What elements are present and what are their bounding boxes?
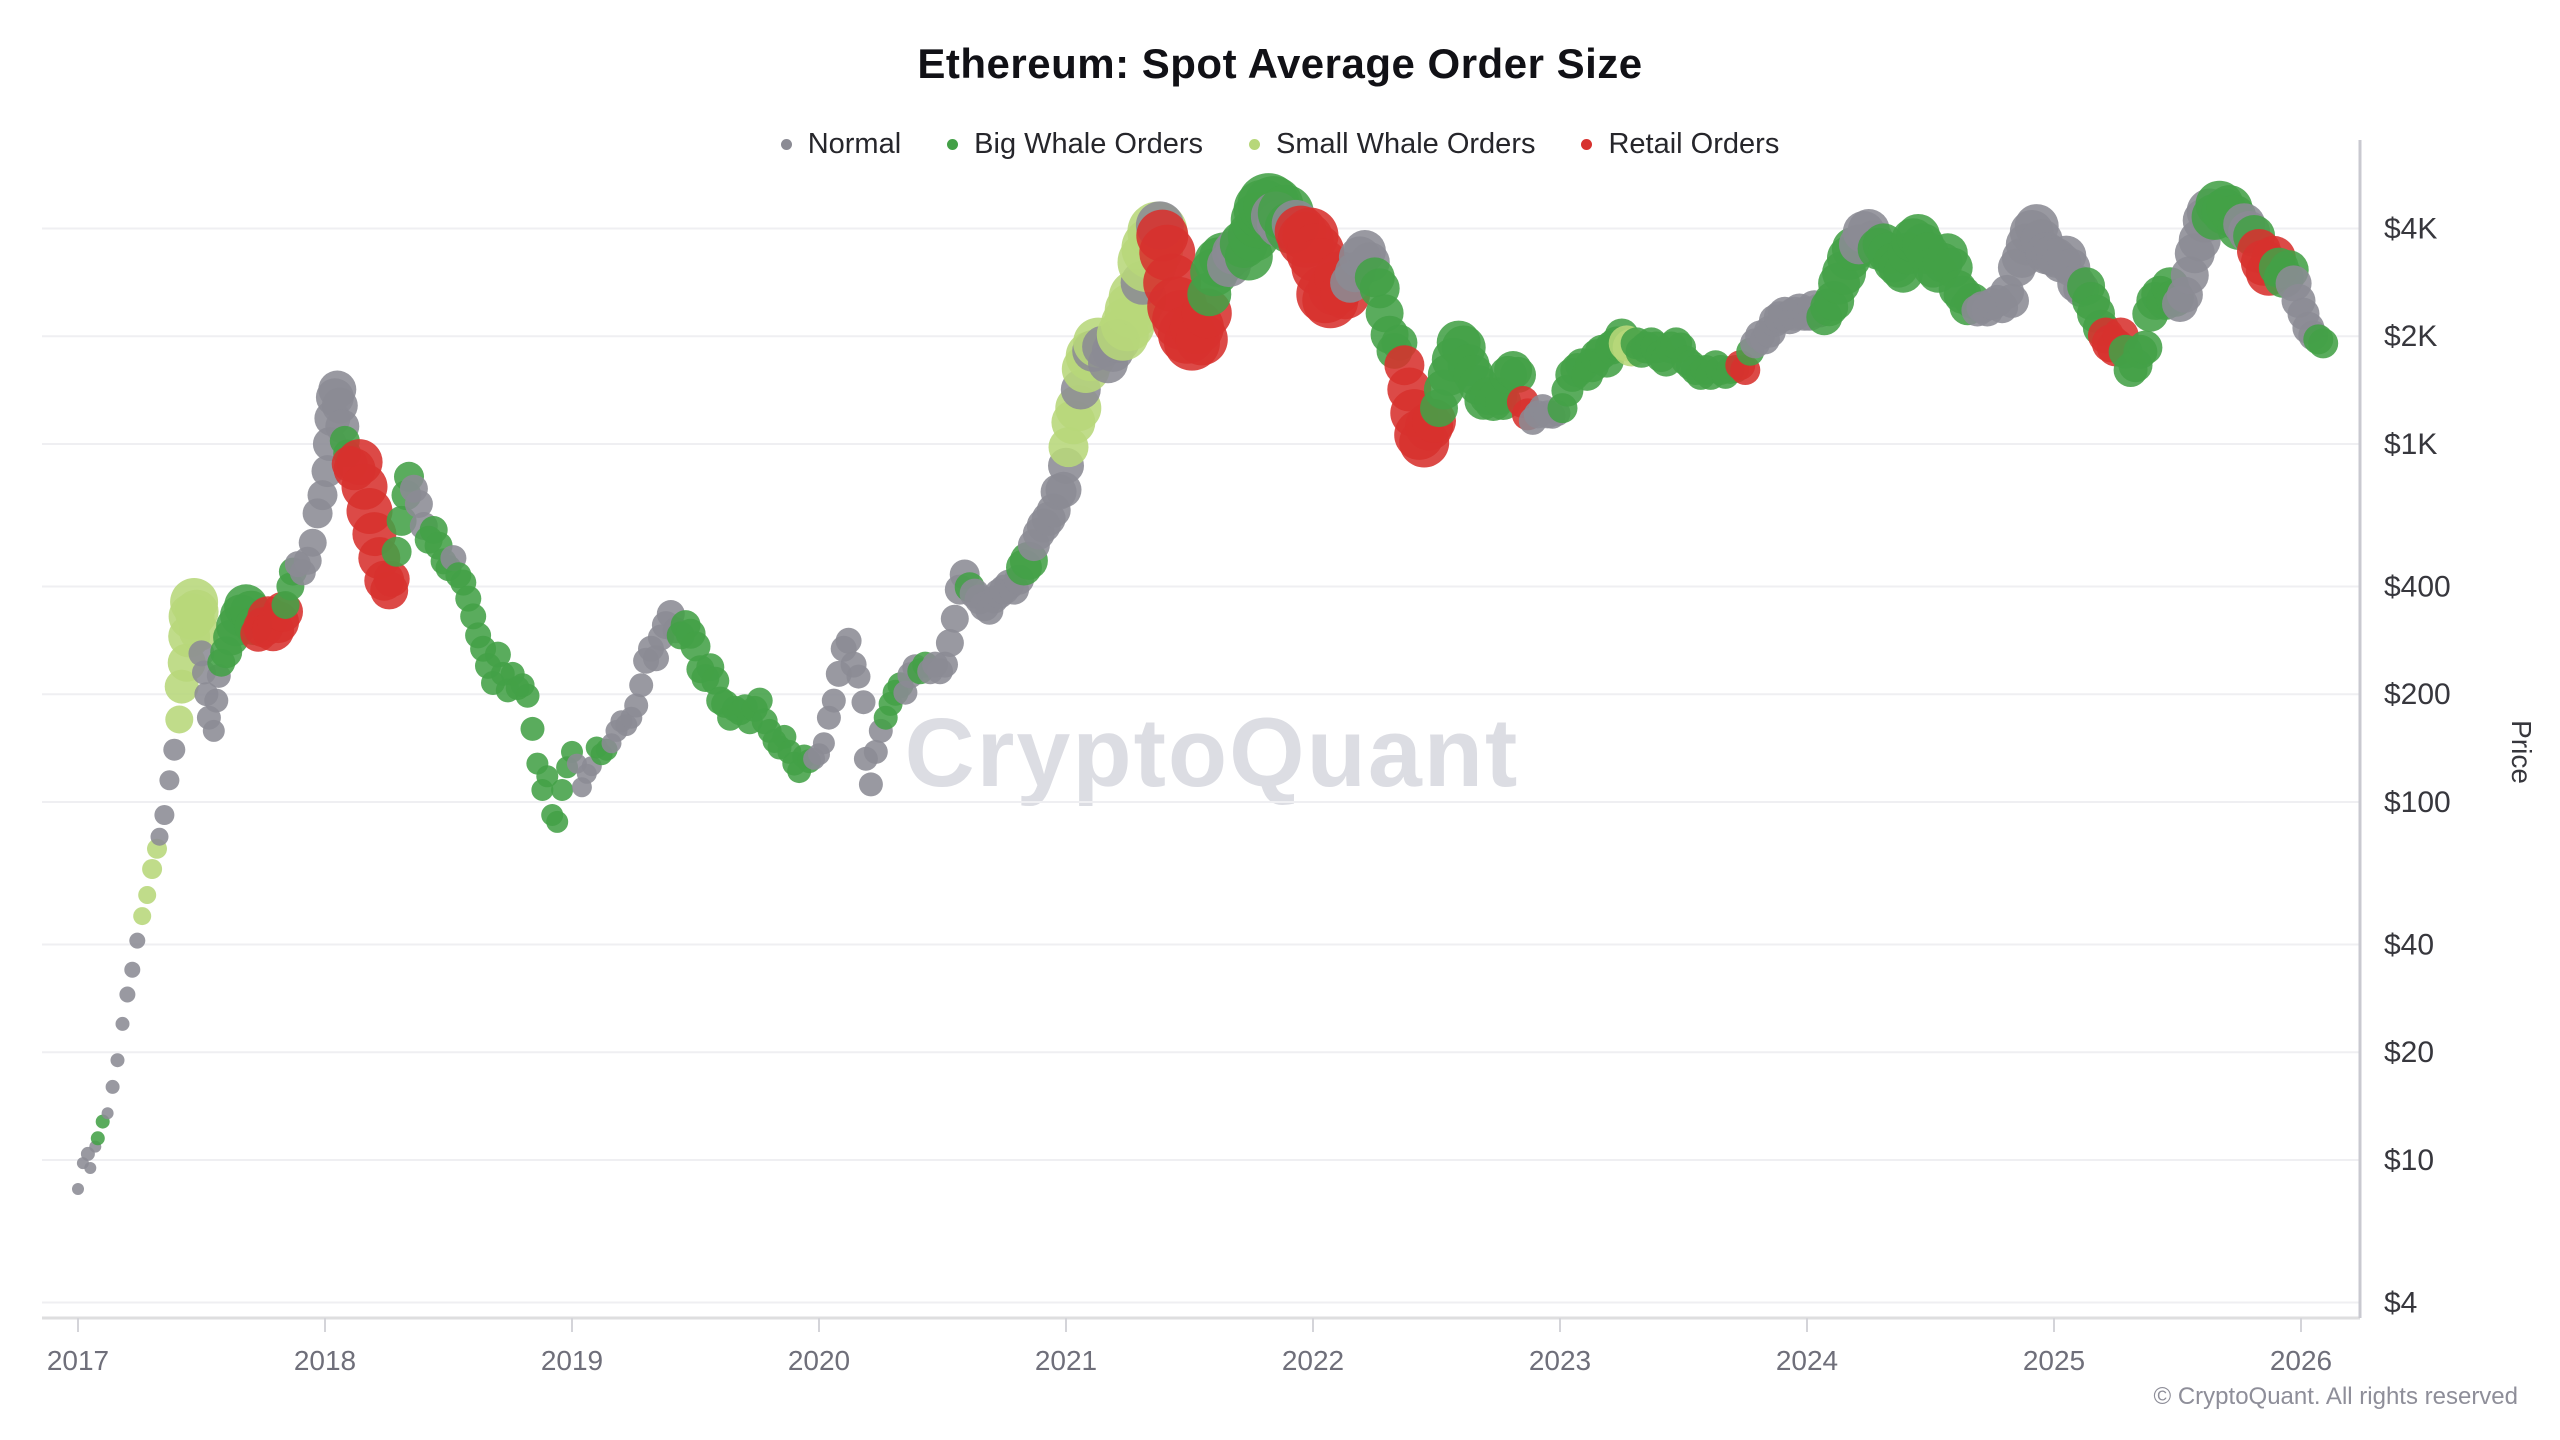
x-tick-label: 2024 — [1776, 1345, 1838, 1376]
data-point-normal[interactable] — [119, 986, 136, 1003]
axis-labels: $4K $2K $1K $400 $200 $100 $40 $20 $10 $4 2017 2018… — [47, 212, 2451, 1376]
legend-item-normal[interactable]: Normal — [780, 128, 902, 161]
data-point-normal[interactable] — [643, 645, 669, 672]
data-point-normal[interactable] — [101, 1107, 114, 1120]
x-tick-label: 2018 — [294, 1345, 356, 1376]
data-point-normal[interactable] — [1995, 283, 2029, 318]
copyright-text: © CryptoQuant. All rights reserved — [2154, 1383, 2519, 1410]
data-point-big_whale[interactable] — [381, 536, 412, 567]
data-point-normal[interactable] — [629, 673, 654, 698]
data-point-big_whale[interactable] — [2308, 328, 2339, 359]
legend-item-big_whale[interactable]: Big Whale Orders — [947, 128, 1203, 161]
data-point-small_whale[interactable] — [138, 886, 157, 904]
x-tick-label: 2021 — [1035, 1345, 1097, 1376]
x-tick-label: 2025 — [2023, 1345, 2085, 1376]
data-point-normal[interactable] — [624, 693, 649, 718]
y-tick-label: $10 — [2384, 1144, 2434, 1177]
data-point-normal[interactable] — [940, 604, 969, 633]
legend-label: Big Whale Orders — [974, 128, 1204, 160]
y-tick-label: $4K — [2384, 212, 2437, 245]
data-point-small_whale[interactable] — [133, 907, 152, 926]
data-point-retail[interactable] — [373, 560, 410, 597]
data-point-big_whale[interactable] — [551, 779, 574, 801]
x-tick-label: 2019 — [541, 1345, 603, 1376]
data-point-normal[interactable] — [851, 690, 876, 715]
data-point-normal[interactable] — [835, 627, 862, 654]
x-tick-label: 2026 — [2270, 1345, 2332, 1376]
data-point-normal[interactable] — [159, 770, 180, 791]
y-tick-label: $100 — [2384, 786, 2451, 819]
data-point-small_whale[interactable] — [142, 859, 163, 879]
retail-dot-icon — [1581, 139, 1593, 150]
data-point-normal[interactable] — [115, 1016, 130, 1031]
data-point-normal[interactable] — [154, 805, 175, 825]
data-point-big_whale[interactable] — [90, 1131, 105, 1146]
data-point-normal[interactable] — [307, 480, 338, 511]
data-point-normal[interactable] — [105, 1079, 120, 1094]
data-point-normal[interactable] — [863, 739, 888, 764]
data-point-normal[interactable] — [821, 688, 846, 713]
small_whale-dot-icon — [1249, 139, 1261, 150]
chart-legend: Normal Big Whale Orders Small Whale Orders… — [0, 128, 2560, 161]
gridlines — [42, 227, 2360, 1304]
data-point-big_whale[interactable] — [746, 687, 773, 714]
y-axis-title: Price — [2506, 720, 2537, 784]
y-tick-label: $40 — [2384, 928, 2434, 961]
data-point-small_whale[interactable] — [179, 611, 219, 652]
data-point-normal[interactable] — [163, 738, 186, 761]
data-point-normal[interactable] — [812, 732, 835, 755]
data-point-big_whale[interactable] — [1500, 356, 1536, 393]
data-point-normal[interactable] — [858, 772, 883, 797]
data-point-big_whale[interactable] — [484, 641, 511, 668]
y-tick-label: $20 — [2384, 1036, 2434, 1069]
chart-title: Ethereum: Spot Average Order Size — [917, 40, 1643, 87]
data-point-big_whale[interactable] — [520, 716, 545, 741]
x-tick-label: 2017 — [47, 1345, 109, 1376]
watermark-logo: CryptoQuant — [905, 698, 1520, 807]
data-points[interactable] — [72, 173, 2339, 1195]
legend-item-small_whale[interactable]: Small Whale Orders — [1249, 128, 1535, 161]
big_whale-dot-icon — [947, 139, 959, 150]
data-point-big_whale[interactable] — [2128, 330, 2163, 365]
data-point-big_whale[interactable] — [536, 765, 559, 788]
x-tick-label: 2022 — [1282, 1345, 1344, 1376]
legend-label: Retail Orders — [1608, 128, 1780, 160]
legend-label: Small Whale Orders — [1276, 128, 1536, 160]
data-point-big_whale[interactable] — [515, 683, 540, 708]
y-tick-label: $1K — [2384, 428, 2437, 461]
x-tick-label: 2023 — [1529, 1345, 1591, 1376]
data-point-normal[interactable] — [935, 629, 964, 657]
data-point-normal[interactable] — [846, 664, 871, 689]
data-point-normal[interactable] — [84, 1162, 97, 1174]
data-point-normal[interactable] — [124, 961, 141, 978]
data-point-normal[interactable] — [202, 719, 225, 742]
legend-label: Normal — [807, 128, 902, 160]
data-point-normal[interactable] — [129, 932, 146, 949]
data-point-normal[interactable] — [110, 1053, 125, 1068]
y-tick-label: $200 — [2384, 678, 2451, 711]
data-point-normal[interactable] — [932, 651, 958, 678]
x-tick-label: 2020 — [788, 1345, 850, 1376]
y-tick-label: $2K — [2384, 320, 2437, 353]
data-point-big_whale[interactable] — [680, 631, 711, 662]
data-point-normal[interactable] — [404, 490, 433, 518]
data-point-normal[interactable] — [298, 528, 327, 557]
y-tick-label: $4 — [2384, 1286, 2417, 1319]
data-point-normal[interactable] — [150, 827, 169, 846]
axes — [42, 140, 2362, 1332]
data-point-small_whale[interactable] — [165, 705, 194, 734]
y-tick-label: $400 — [2384, 570, 2451, 603]
normal-dot-icon — [780, 139, 792, 150]
data-point-normal[interactable] — [72, 1183, 84, 1195]
data-point-big_whale[interactable] — [546, 810, 569, 833]
data-point-normal[interactable] — [204, 688, 229, 713]
legend-item-retail[interactable]: Retail Orders — [1581, 128, 1779, 161]
